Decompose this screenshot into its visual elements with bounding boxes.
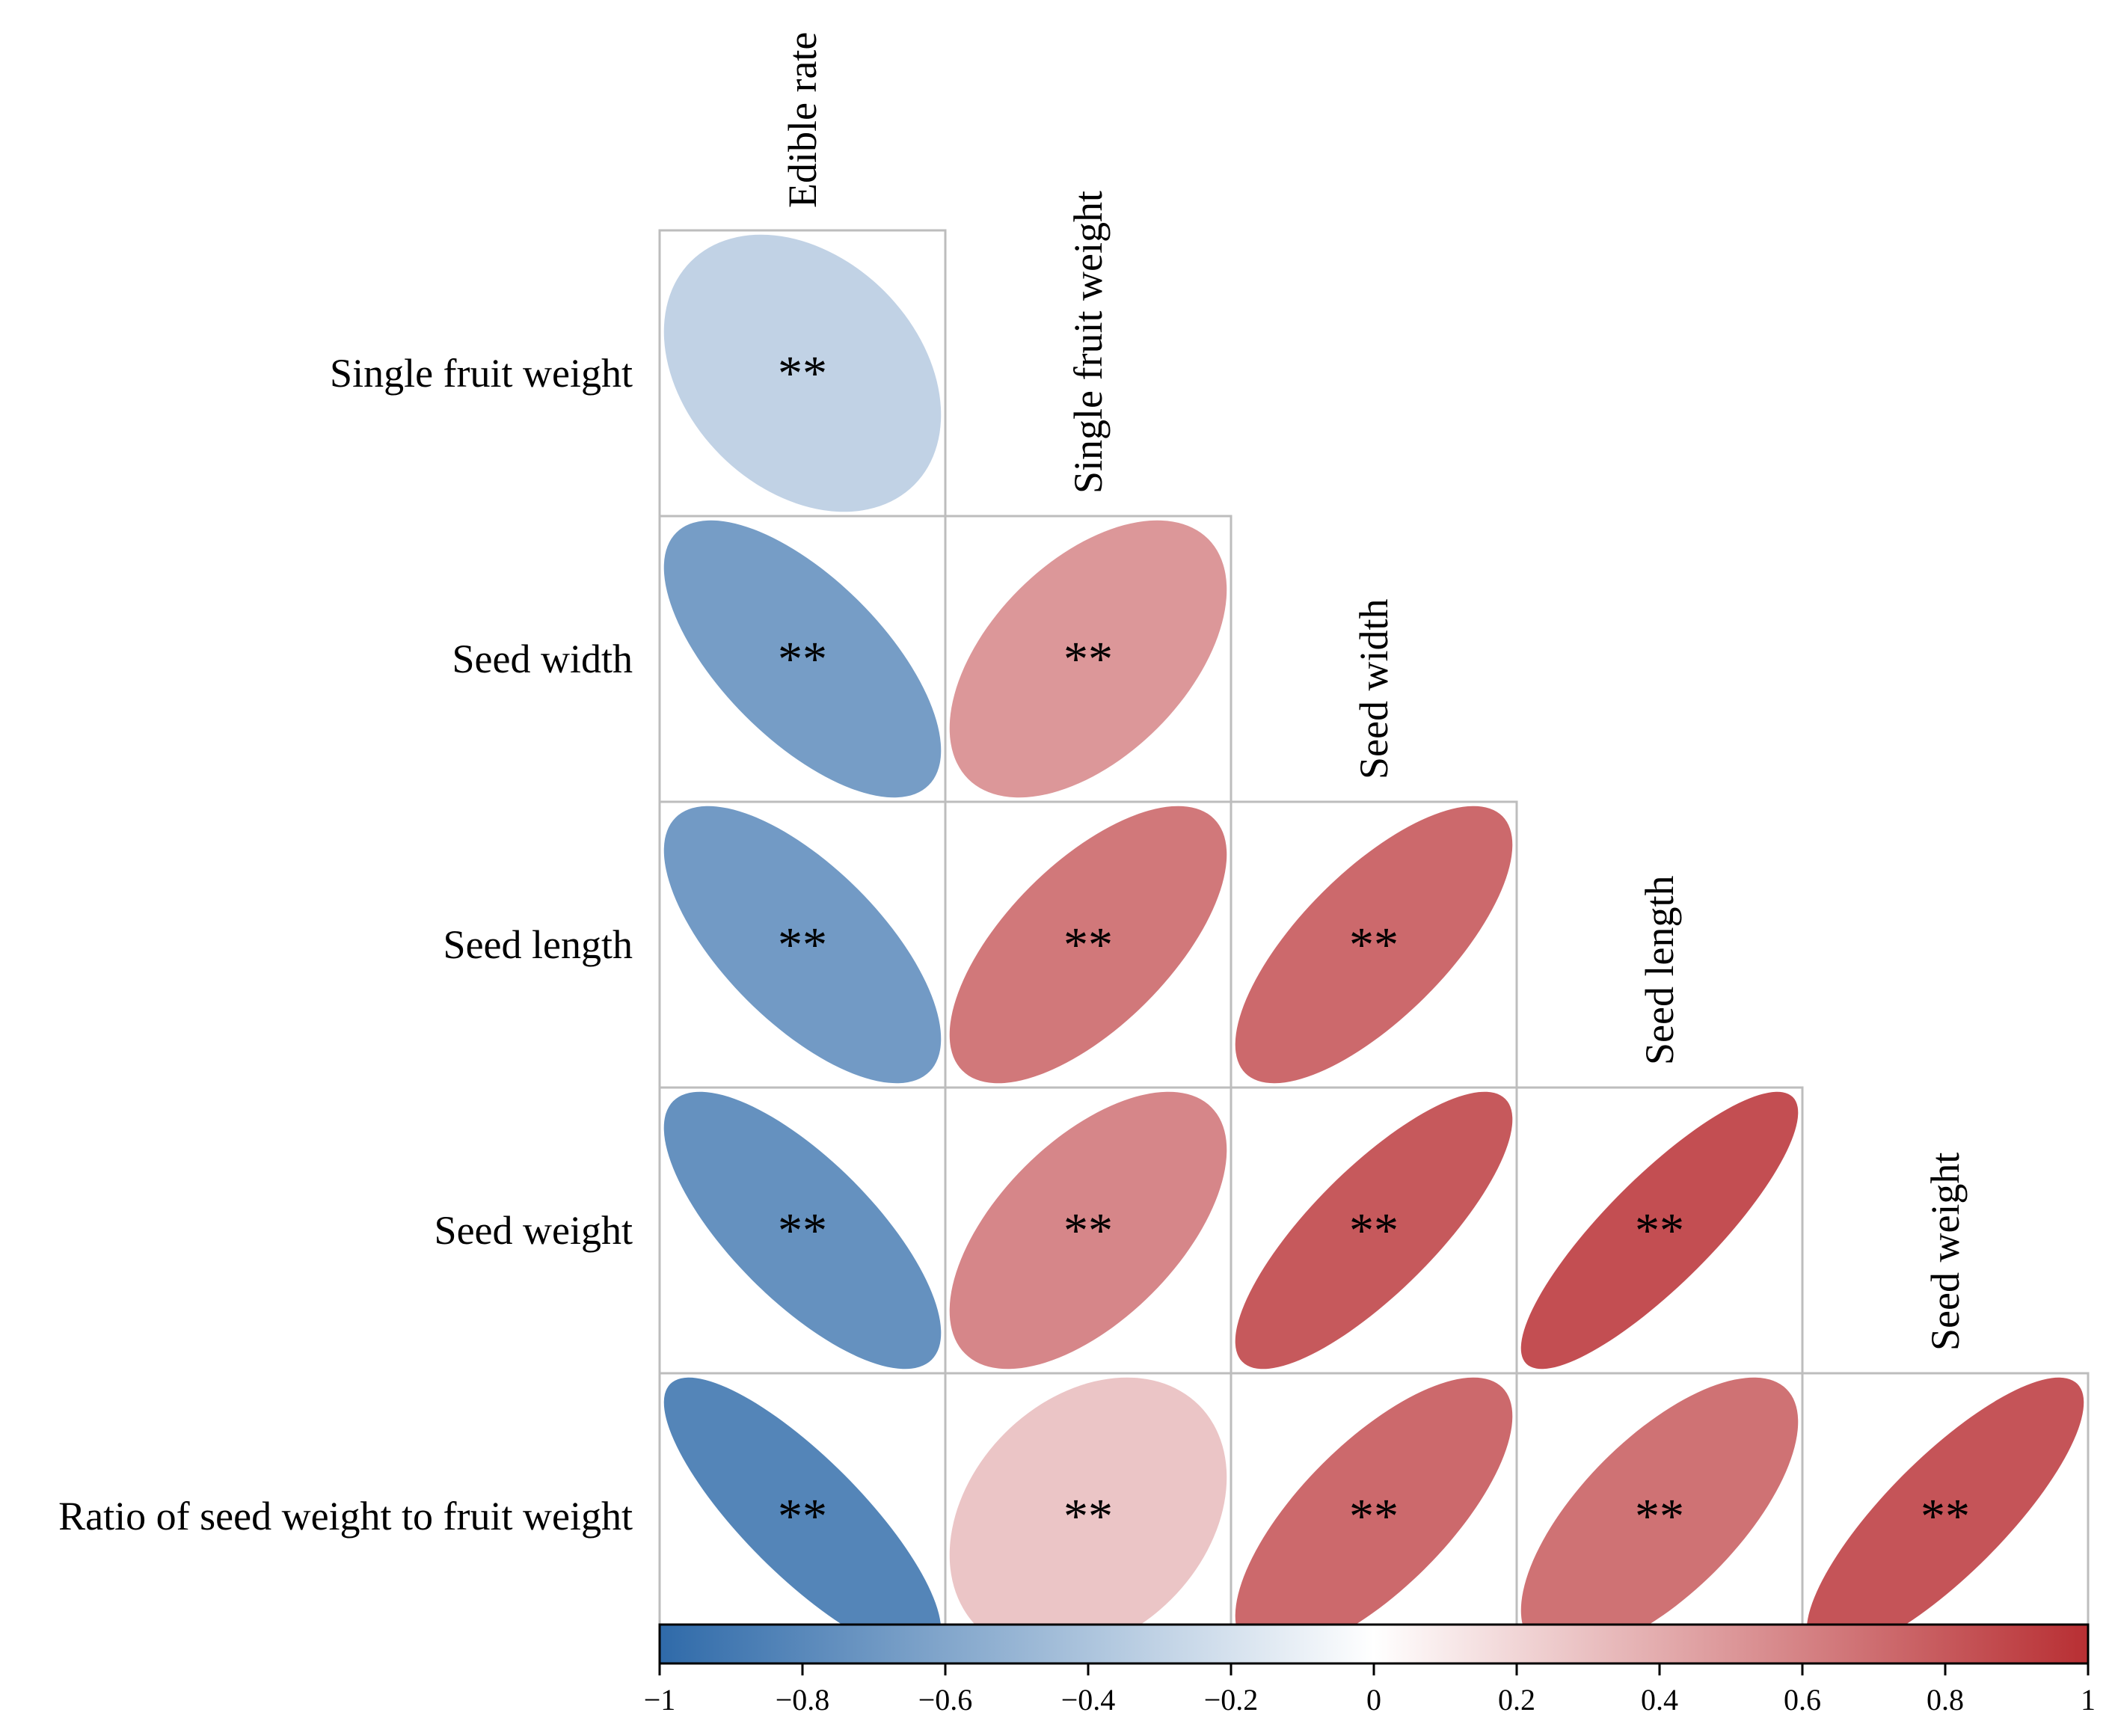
correlation-ellipse [949, 1091, 1227, 1370]
correlation-ellipse [949, 806, 1227, 1084]
correlation-ellipse [663, 1091, 942, 1370]
column-label: Seed length [1637, 876, 1682, 1065]
correlation-ellipse [949, 520, 1227, 798]
column-label: Seed width [1351, 599, 1396, 779]
column-label: Seed weight [1923, 1153, 1968, 1351]
correlation-cell: ** [1230, 800, 1518, 1089]
correlation-ellipse [663, 806, 942, 1084]
colorbar-tick-label: 0.6 [1784, 1683, 1821, 1717]
row-label: Seed length [443, 922, 633, 967]
colorbar: −1 −0.8 −0.6 −0.4 −0.2 0 0.2 0.4 0.6 0.8 1 [644, 1623, 2096, 1717]
correlation-cell: ** [1230, 1372, 1518, 1660]
colorbar-tick-label: 0.8 [1927, 1683, 1964, 1717]
correlation-cell: ** [658, 800, 947, 1089]
correlation-cell: ** [658, 515, 947, 803]
significance-mark: ** [1063, 918, 1113, 972]
significance-mark: ** [778, 346, 827, 401]
column-label: Single fruit weight [1066, 191, 1111, 494]
colorbar-tick-label: −0.4 [1061, 1683, 1116, 1717]
correlation-ellipse [1806, 1377, 2084, 1655]
significance-mark: ** [1063, 1489, 1113, 1544]
correlation-cell: ** [1801, 1372, 2090, 1660]
correlation-cell: ** [944, 1086, 1232, 1375]
correlation-cells: ** ** ** ** ** ** ** ** ** ** ** ** ** ** ** [658, 229, 2090, 1660]
correlation-ellipse [1520, 1091, 1799, 1370]
significance-mark: ** [778, 1203, 827, 1258]
correlation-cell: ** [1515, 1372, 1804, 1660]
significance-mark: ** [1063, 632, 1113, 687]
correlation-ellipse [1235, 806, 1513, 1084]
correlation-cell: ** [944, 1372, 1232, 1660]
correlation-ellipse [1235, 1091, 1513, 1370]
correlation-ellipse [663, 234, 942, 512]
significance-mark: ** [778, 1489, 827, 1544]
row-labels: Single fruit weight Seed width Seed length… [58, 351, 633, 1539]
row-label: Seed width [452, 637, 633, 681]
significance-mark: ** [778, 918, 827, 972]
row-label: Seed weight [435, 1208, 633, 1253]
correlation-ellipse [949, 1377, 1227, 1655]
colorbar-tick-label: 0.4 [1641, 1683, 1678, 1717]
colorbar-tick-label: −0.8 [776, 1683, 830, 1717]
significance-mark: ** [1921, 1489, 1970, 1544]
correlation-ellipse [1520, 1377, 1799, 1655]
correlation-ellipse [663, 520, 942, 798]
correlation-cell: ** [1230, 1086, 1518, 1375]
significance-mark: ** [1349, 918, 1399, 972]
colorbar-tick-label: 0 [1366, 1683, 1381, 1717]
correlation-cell: ** [944, 515, 1232, 803]
significance-mark: ** [1063, 1203, 1113, 1258]
correlation-cell: ** [658, 1372, 947, 1660]
significance-mark: ** [1349, 1203, 1399, 1258]
significance-mark: ** [1349, 1489, 1399, 1544]
row-label: Single fruit weight [330, 351, 633, 396]
colorbar-tick-label: 0.2 [1498, 1683, 1535, 1717]
correlation-cell: ** [1515, 1086, 1804, 1375]
colorbar-tick-label: −1 [644, 1683, 676, 1717]
colorbar-tick-label: 1 [2081, 1683, 2096, 1717]
significance-mark: ** [1635, 1489, 1684, 1544]
colorbar-tick-label: −0.2 [1204, 1683, 1259, 1717]
colorbar-tick-label: −0.6 [918, 1683, 973, 1717]
colorbar-gradient [658, 1623, 2090, 1665]
column-labels: Edible rate Single fruit weight Seed width… [780, 32, 1968, 1351]
significance-mark: ** [778, 632, 827, 687]
correlation-ellipse [663, 1377, 942, 1655]
correlation-cell: ** [658, 1086, 947, 1375]
column-label: Edible rate [780, 32, 825, 208]
correlation-ellipse [1235, 1377, 1513, 1655]
correlation-cell: ** [658, 229, 947, 518]
row-label: Ratio of seed weight to fruit weight [58, 1494, 633, 1539]
correlation-cell: ** [944, 800, 1232, 1089]
significance-mark: ** [1635, 1203, 1684, 1258]
